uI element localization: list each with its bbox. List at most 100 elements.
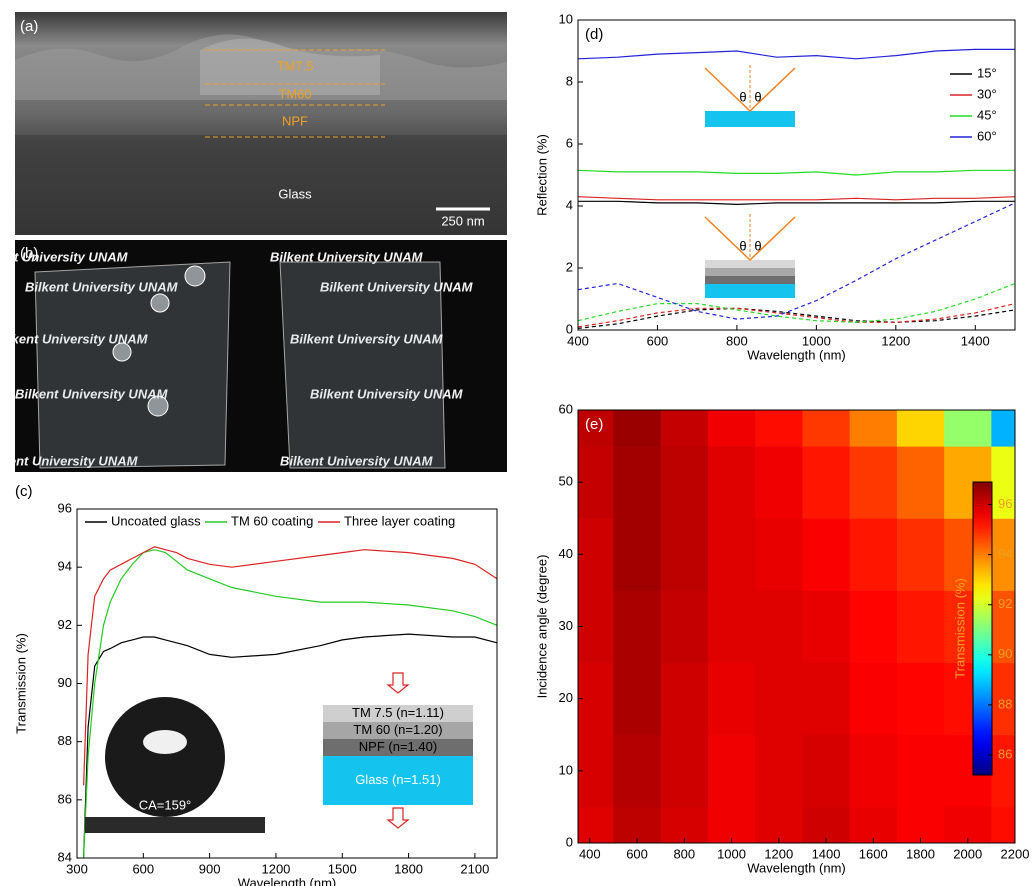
photo-text: Bilkent University UNAM xyxy=(0,331,149,346)
heat-cell xyxy=(896,806,945,844)
x-tick-label: 600 xyxy=(647,333,669,348)
photo-text: Bilkent University UNAM xyxy=(25,279,179,294)
y-tick-label: 60 xyxy=(559,401,573,416)
heat-cell xyxy=(755,410,803,447)
heat-cell xyxy=(991,590,1016,664)
heat-cell xyxy=(802,518,851,591)
x-tick-label: 2000 xyxy=(953,846,982,861)
glass-slide xyxy=(279,261,446,469)
x-axis-title: Wavelength (nm) xyxy=(747,860,846,875)
x-tick-label: 300 xyxy=(66,861,88,876)
angle-label: θ xyxy=(739,238,746,253)
arrow xyxy=(386,807,410,829)
droplet xyxy=(184,265,206,287)
x-tick-label: 1400 xyxy=(812,846,841,861)
x-axis-title: Wavelength (nm) xyxy=(238,875,337,886)
series-line xyxy=(577,202,1016,320)
substrate-label: Glass xyxy=(278,186,312,201)
arrow xyxy=(386,672,410,694)
legend-label: 30° xyxy=(977,86,997,101)
substrate-block xyxy=(705,111,795,127)
layer-label: NPF xyxy=(282,113,308,128)
colorbar-tick-label: 92 xyxy=(998,596,1012,611)
heat-cell xyxy=(613,734,662,808)
heat-cell xyxy=(755,590,803,664)
heat-cell xyxy=(613,590,662,664)
heat-cell xyxy=(944,410,992,447)
heat-cell xyxy=(660,518,709,591)
layer-block xyxy=(705,260,795,268)
x-tick-label: 2100 xyxy=(460,861,489,876)
angle-label: θ xyxy=(739,89,746,104)
heat-cell xyxy=(991,410,1016,447)
x-tick-label: 1600 xyxy=(859,846,888,861)
y-tick-label: 10 xyxy=(559,11,573,26)
sem-glass xyxy=(15,135,507,235)
angle-label: θ xyxy=(754,238,761,253)
x-tick-label: 1800 xyxy=(394,861,423,876)
colorbar-tick-label: 90 xyxy=(998,646,1012,661)
panel-label: (c) xyxy=(15,483,33,500)
photo-text: Bilkent University UNAM xyxy=(0,249,129,264)
y-tick-label: 50 xyxy=(559,474,573,489)
y-axis-title: Incidence angle (degree) xyxy=(534,555,549,699)
layer-label: NPF (n=1.40) xyxy=(359,739,437,754)
substrate-block xyxy=(705,284,795,298)
y-axis-title: Transmission (%) xyxy=(13,633,28,734)
layer-block xyxy=(705,268,795,276)
heat-cell xyxy=(802,806,851,844)
layer-block xyxy=(323,722,473,739)
y-tick-label: 0 xyxy=(566,321,573,336)
x-tick-label: 1000 xyxy=(802,333,831,348)
droplet-image xyxy=(105,697,225,817)
heat-cell xyxy=(707,662,756,736)
scale-bar-label: 250 nm xyxy=(441,213,484,228)
layer-label: TM 7.5 (n=1.11) xyxy=(352,705,444,720)
series-line xyxy=(83,549,498,859)
ray xyxy=(704,216,796,262)
x-tick-label: 600 xyxy=(626,846,648,861)
x-tick-label: 900 xyxy=(199,861,221,876)
y-tick-label: 94 xyxy=(58,559,72,574)
y-tick-label: 90 xyxy=(58,675,72,690)
heat-cell xyxy=(849,410,898,447)
contact-angle-label: CA=159° xyxy=(139,797,192,812)
photo: Bilkent University UNAM Bilkent Universit… xyxy=(0,240,507,472)
x-tick-label: 400 xyxy=(579,846,601,861)
heat-cell xyxy=(578,734,614,808)
heat-cell xyxy=(660,806,709,844)
heat-cell xyxy=(896,446,945,519)
y-tick-label: 6 xyxy=(566,135,573,150)
y-tick-label: 0 xyxy=(566,834,573,849)
layer-block xyxy=(323,739,473,756)
y-axis-title: Reflection (%) xyxy=(534,134,549,216)
x-tick-label: 1500 xyxy=(328,861,357,876)
x-tick-label: 1800 xyxy=(906,846,935,861)
legend-label: Uncoated glass xyxy=(111,513,201,528)
x-tick-label: 800 xyxy=(673,846,695,861)
y-tick-label: 96 xyxy=(58,500,72,515)
heat-cell xyxy=(613,410,662,447)
heat-cell xyxy=(755,662,803,736)
heat-cell xyxy=(849,518,898,591)
heat-cell xyxy=(849,446,898,519)
ray xyxy=(704,67,796,113)
droplet-highlight xyxy=(143,730,187,754)
series-line xyxy=(577,303,1016,328)
x-tick-label: 2200 xyxy=(1001,846,1030,861)
series-line xyxy=(577,48,1015,60)
heat-cell xyxy=(707,734,756,808)
heat-cell xyxy=(755,446,803,519)
x-tick-label: 1200 xyxy=(261,861,290,876)
angle-label: θ xyxy=(754,89,761,104)
photo-background xyxy=(15,240,507,472)
heat-cell xyxy=(660,734,709,808)
heat-cell xyxy=(755,518,803,591)
series-line xyxy=(577,196,1016,201)
photo-text: Bilkent University UNAM xyxy=(310,386,464,401)
heat-cell xyxy=(849,734,898,808)
heat-cell xyxy=(613,446,662,519)
heat-cell xyxy=(613,518,662,591)
panel-label: (e) xyxy=(585,416,603,433)
heat-cell xyxy=(578,662,614,736)
